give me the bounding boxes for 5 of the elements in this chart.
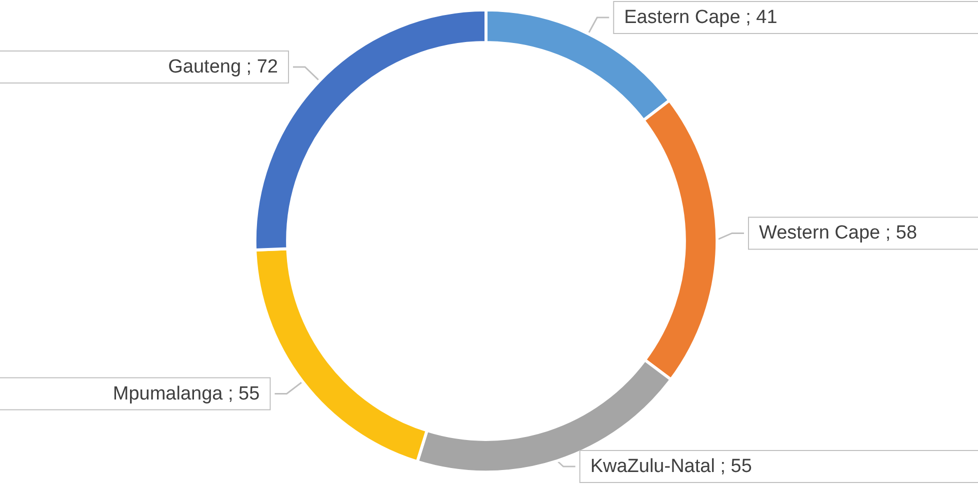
slice-label: Mpumalanga ; 55 [112, 383, 260, 404]
slice-label: Eastern Cape ; 41 [624, 7, 778, 28]
slice-label: KwaZulu-Natal ; 55 [590, 456, 752, 477]
slice-label: Gauteng ; 72 [168, 56, 278, 78]
slice-label: Western Cape ; 58 [758, 222, 918, 244]
